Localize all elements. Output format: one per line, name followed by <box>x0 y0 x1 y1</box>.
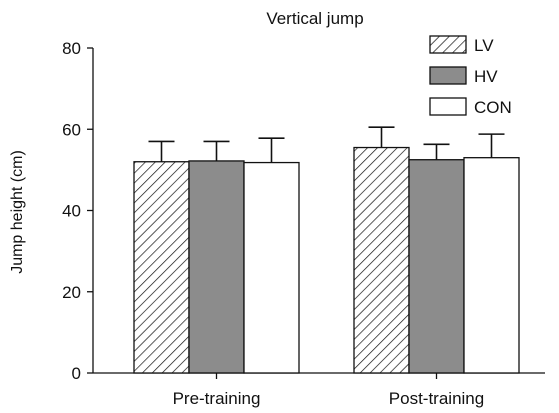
y-tick-label: 20 <box>62 283 81 302</box>
x-tick-label: Post-training <box>389 389 484 408</box>
legend: LV HV CON <box>429 35 512 117</box>
y-tick-label: 40 <box>62 202 81 221</box>
y-tick-label: 60 <box>62 120 81 139</box>
legend-swatch-lv <box>429 35 467 54</box>
legend-label-hv: HV <box>474 67 498 86</box>
legend-label-con: CON <box>474 98 512 117</box>
bar-lv <box>353 146 410 374</box>
x-tick-label: Pre-training <box>173 389 261 408</box>
legend-label-lv: LV <box>474 36 494 55</box>
y-tick-label: 80 <box>62 39 81 58</box>
chart-title: Vertical jump <box>266 9 363 28</box>
bar-con <box>463 157 520 374</box>
y-axis-label: Jump height (cm) <box>9 150 26 274</box>
bar-con <box>243 161 300 374</box>
legend-swatch-hv <box>429 66 467 85</box>
bar-lv <box>133 161 190 374</box>
bar-hv <box>188 160 245 374</box>
legend-swatch-con <box>429 97 467 116</box>
y-tick-label: 0 <box>72 364 81 383</box>
bar-hv <box>408 159 465 374</box>
plot-area: 0 20 40 60 80 Pre-training Post-training <box>62 39 545 408</box>
